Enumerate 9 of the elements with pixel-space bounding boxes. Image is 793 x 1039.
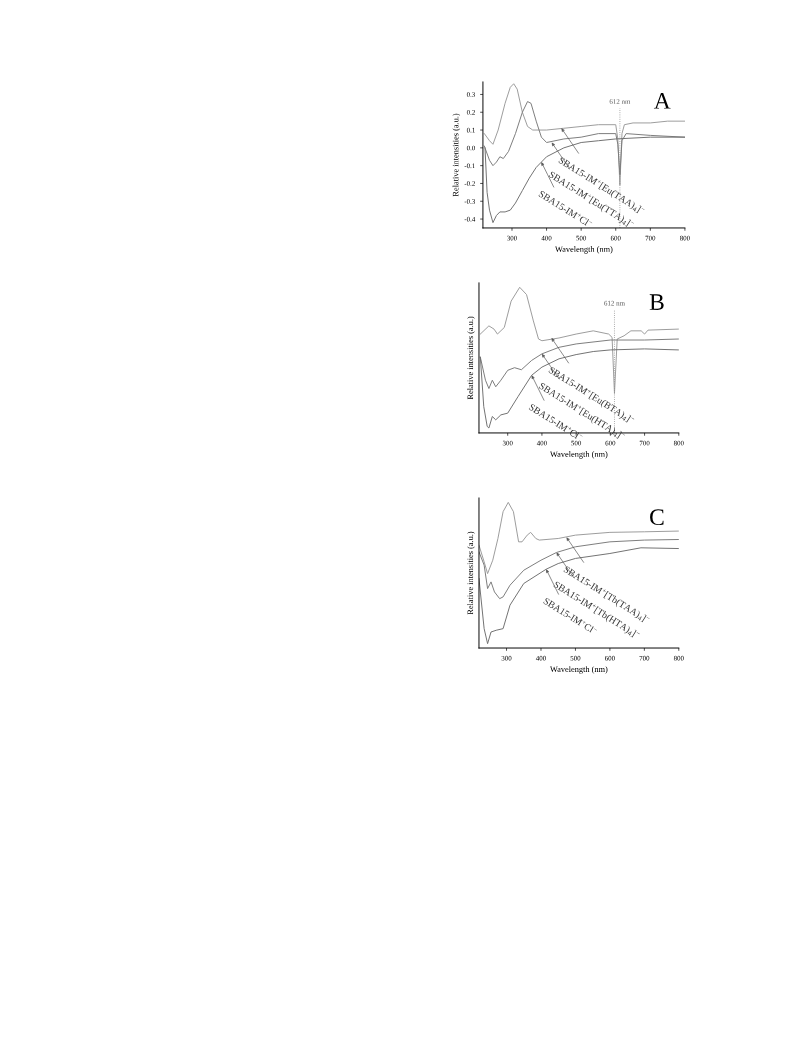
chart-title: B: [649, 294, 664, 310]
chart-title: C: [650, 509, 664, 526]
x-axis-title: Wavelength (nm): [549, 666, 608, 674]
chart-title: A: [653, 92, 671, 109]
x-axis-title: Wavelength (nm): [549, 451, 608, 459]
y-axis-title: Relative intensities (a.u.): [467, 316, 475, 400]
y-axis-title: Relative intensities (a.u.): [452, 113, 461, 197]
x-axis-title: Wavelength (nm): [555, 246, 613, 254]
y-axis-title: Relative intensities (a.u.): [467, 531, 475, 615]
